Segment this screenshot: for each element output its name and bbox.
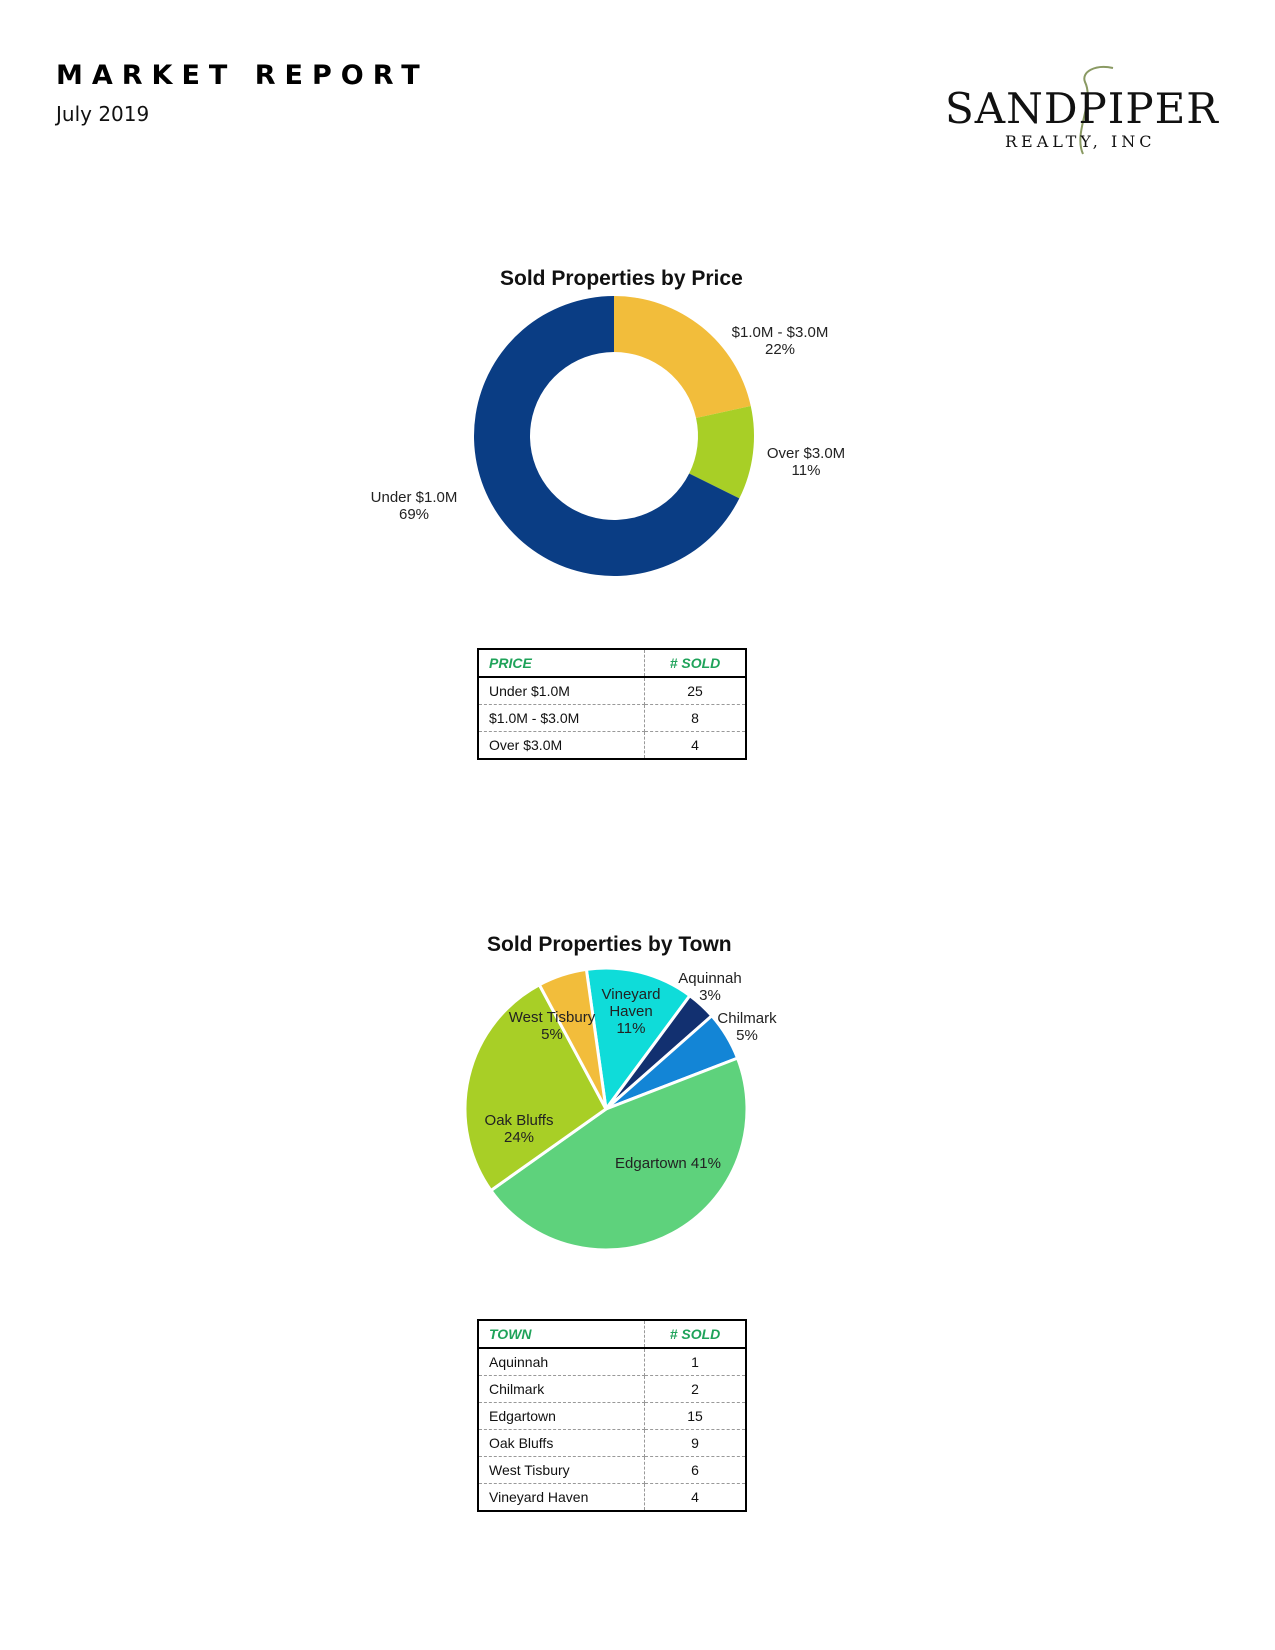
report-title: MARKET REPORT	[56, 60, 429, 91]
table-row: Over $3.0M 4	[478, 731, 746, 759]
slice-label-aquinnah: Aquinnah 3%	[678, 970, 741, 1004]
table-row: Oak Bluffs 9	[478, 1429, 746, 1457]
slice-label-over-3-0m: Over $3.0M 11%	[767, 445, 845, 479]
table-row: Vineyard Haven 4	[478, 1483, 746, 1511]
town-name-cell: Edgartown	[478, 1402, 645, 1430]
pie-slice-under-1-0m	[473, 296, 740, 576]
sold-col-header: # SOLD	[644, 649, 746, 678]
sold-count-cell: 9	[644, 1429, 746, 1457]
sandpiper-logo: SANDPIPER REALTY, INC	[945, 62, 1235, 162]
price-col-header: PRICE	[478, 649, 645, 678]
price-chart-title: Sold Properties by Price	[500, 267, 743, 290]
town-table: TOWN # SOLD Aquinnah 1 Chilmark 2 Edgart…	[477, 1319, 747, 1512]
slice-label--1-0m-3-0m: $1.0M - $3.0M 22%	[732, 324, 829, 358]
slice-label-edgartown: Edgartown 41%	[615, 1155, 721, 1172]
pie-slice-over-3-0m	[689, 406, 754, 499]
slice-label-under-1-0m: Under $1.0M 69%	[371, 489, 458, 523]
sold-count-cell: 8	[644, 704, 746, 732]
price-range-cell: Over $3.0M	[478, 731, 645, 759]
pie-slice--1-0m-3-0m	[614, 296, 751, 419]
table-row: Chilmark 2	[478, 1375, 746, 1403]
town-name-cell: Vineyard Haven	[478, 1483, 645, 1511]
sold-count-cell: 2	[644, 1375, 746, 1403]
pie-slice-vineyard-haven	[584, 966, 692, 1113]
table-row: Under $1.0M 25	[478, 677, 746, 705]
town-name-cell: Oak Bluffs	[478, 1429, 645, 1457]
logo-sub-text: REALTY, INC	[1005, 132, 1156, 151]
slice-label-chilmark: Chilmark 5%	[717, 1010, 777, 1044]
town-name-cell: Chilmark	[478, 1375, 645, 1403]
sold-count-cell: 25	[644, 677, 746, 705]
town-name-cell: West Tisbury	[478, 1456, 645, 1484]
pie-slice-edgartown	[488, 1056, 749, 1252]
table-row: $1.0M - $3.0M 8	[478, 704, 746, 732]
price-table: PRICE # SOLD Under $1.0M 25 $1.0M - $3.0…	[477, 648, 747, 760]
pie-slice-oak-bluffs	[463, 982, 608, 1193]
slice-label-west-tisbury: West Tisbury 5%	[509, 1009, 596, 1043]
pie-slice-west-tisbury	[537, 967, 608, 1110]
sold-count-cell: 4	[691, 737, 699, 753]
logo-brand-text: SANDPIPER	[945, 84, 1219, 133]
table-row: Edgartown 15	[478, 1402, 746, 1430]
table-row: Aquinnah 1	[478, 1348, 746, 1376]
sold-count-cell: 4	[691, 1489, 699, 1505]
sold-count-cell: 1	[644, 1348, 746, 1376]
logo-swash-icon	[1079, 66, 1114, 155]
sold-count-cell: 6	[644, 1456, 746, 1484]
slice-label-oak-bluffs: Oak Bluffs 24%	[485, 1112, 554, 1146]
sold-col-header: # SOLD	[644, 1320, 746, 1349]
town-chart-title: Sold Properties by Town	[487, 933, 732, 956]
price-range-cell: Under $1.0M	[478, 677, 645, 705]
report-date: July 2019	[56, 102, 150, 126]
sold-count-cell: 15	[644, 1402, 746, 1430]
slice-label-vineyard-haven: Vineyard Haven 11%	[602, 986, 661, 1037]
table-row: West Tisbury 6	[478, 1456, 746, 1484]
price-range-cell: $1.0M - $3.0M	[478, 704, 645, 732]
town-col-header: TOWN	[478, 1320, 645, 1349]
town-name-cell: Aquinnah	[478, 1348, 645, 1376]
